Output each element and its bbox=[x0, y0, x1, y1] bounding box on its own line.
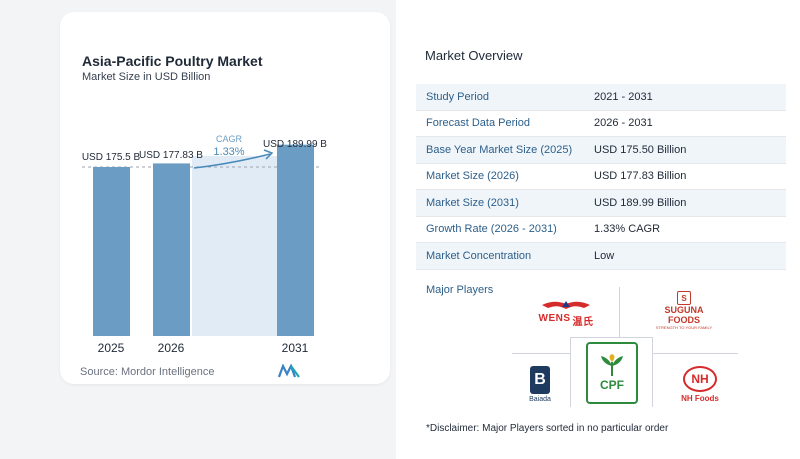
wens-cn-text: 温氏 bbox=[572, 316, 594, 328]
suguna-foods-text: FOODS bbox=[667, 315, 700, 325]
value-label-2025: USD 175.5 B bbox=[82, 152, 141, 163]
divider bbox=[570, 337, 652, 338]
table-row: Market Size (2026) USD 177.83 Billion bbox=[416, 163, 786, 190]
nh-foods-logo: NH NH Foods bbox=[672, 364, 728, 404]
tick-label-2031: 2031 bbox=[282, 341, 309, 355]
nh-foods-text: NH Foods bbox=[681, 393, 719, 403]
table-row: Base Year Market Size (2025) USD 175.50 B… bbox=[416, 136, 786, 164]
divider bbox=[512, 353, 570, 354]
suguna-logo: S SUGUNA FOODS STRENGTH TO YOUR FAMILY bbox=[640, 290, 728, 332]
bar-2026 bbox=[153, 163, 190, 336]
table-row: Market Concentration Low bbox=[416, 242, 786, 270]
cagr-label: CAGR bbox=[216, 134, 243, 144]
row-value: 2021 - 2031 bbox=[584, 84, 786, 111]
source-text: Source: Mordor Intelligence bbox=[80, 366, 215, 378]
mordor-logo-icon bbox=[278, 364, 300, 378]
row-key: Market Size (2026) bbox=[416, 163, 584, 190]
row-key: Base Year Market Size (2025) bbox=[416, 136, 584, 164]
value-label-2031: USD 189.99 B bbox=[263, 139, 327, 150]
baiada-text: Baiada bbox=[529, 395, 551, 403]
divider bbox=[570, 337, 571, 407]
table-row: Forecast Data Period 2026 - 2031 bbox=[416, 110, 786, 137]
row-key: Forecast Data Period bbox=[416, 110, 584, 137]
suguna-tagline: STRENGTH TO YOUR FAMILY bbox=[655, 325, 713, 330]
divider bbox=[652, 353, 738, 354]
divider bbox=[619, 287, 620, 337]
major-players-label: Major Players bbox=[426, 284, 494, 296]
baiada-logo: B Baiada bbox=[518, 362, 562, 406]
nh-text: NH bbox=[683, 365, 717, 392]
bar-2031 bbox=[277, 144, 314, 336]
row-value: Low bbox=[584, 242, 786, 270]
row-value: USD 177.83 Billion bbox=[584, 163, 786, 190]
chart-subtitle: Market Size in USD Billion bbox=[82, 71, 211, 83]
cpf-leaf-icon bbox=[601, 354, 623, 376]
overview-title: Market Overview bbox=[425, 48, 523, 63]
row-key: Market Concentration bbox=[416, 242, 584, 270]
baiada-b-icon: B bbox=[530, 365, 550, 394]
cagr-arrow bbox=[193, 153, 271, 169]
bar-2025 bbox=[93, 167, 130, 336]
chart-title: Asia-Pacific Poultry Market bbox=[82, 53, 263, 69]
bar-chart: USD 175.5 B USD 177.83 B USD 189.99 B CA… bbox=[82, 134, 327, 355]
suguna-mark-icon: S bbox=[677, 291, 691, 305]
row-value: USD 175.50 Billion bbox=[584, 136, 786, 164]
cpf-logo: CPF bbox=[586, 342, 638, 404]
table-row: Growth Rate (2026 - 2031) 1.33% CAGR bbox=[416, 216, 786, 243]
overview-table: Study Period 2021 - 2031 Forecast Data Pe… bbox=[416, 84, 786, 270]
table-row: Study Period 2021 - 2031 bbox=[416, 84, 786, 111]
row-value: 1.33% CAGR bbox=[584, 216, 786, 243]
tick-label-2025: 2025 bbox=[98, 341, 125, 355]
tick-label-2026: 2026 bbox=[158, 341, 185, 355]
cagr-background bbox=[192, 156, 277, 336]
row-key: Study Period bbox=[416, 84, 584, 111]
row-value: USD 189.99 Billion bbox=[584, 189, 786, 217]
value-label-2026: USD 177.83 B bbox=[139, 150, 203, 161]
row-key: Growth Rate (2026 - 2031) bbox=[416, 216, 584, 243]
disclaimer: *Disclaimer: Major Players sorted in no … bbox=[426, 423, 669, 434]
wens-logo: WENS 温氏 bbox=[526, 296, 606, 330]
divider bbox=[652, 337, 653, 407]
major-players-grid: WENS 温氏 S SUGUNA FOODS STRENGTH TO YOUR … bbox=[512, 284, 738, 414]
wens-wings-icon bbox=[542, 300, 590, 309]
table-row: Market Size (2031) USD 189.99 Billion bbox=[416, 189, 786, 217]
row-key: Market Size (2031) bbox=[416, 189, 584, 217]
cagr-value: 1.33% bbox=[213, 146, 244, 158]
cpf-text: CPF bbox=[600, 378, 624, 392]
wens-text: WENS bbox=[538, 312, 571, 324]
suguna-text: SUGUNA bbox=[664, 305, 704, 315]
row-value: 2026 - 2031 bbox=[584, 110, 786, 137]
cagr-arrowhead bbox=[263, 149, 274, 160]
